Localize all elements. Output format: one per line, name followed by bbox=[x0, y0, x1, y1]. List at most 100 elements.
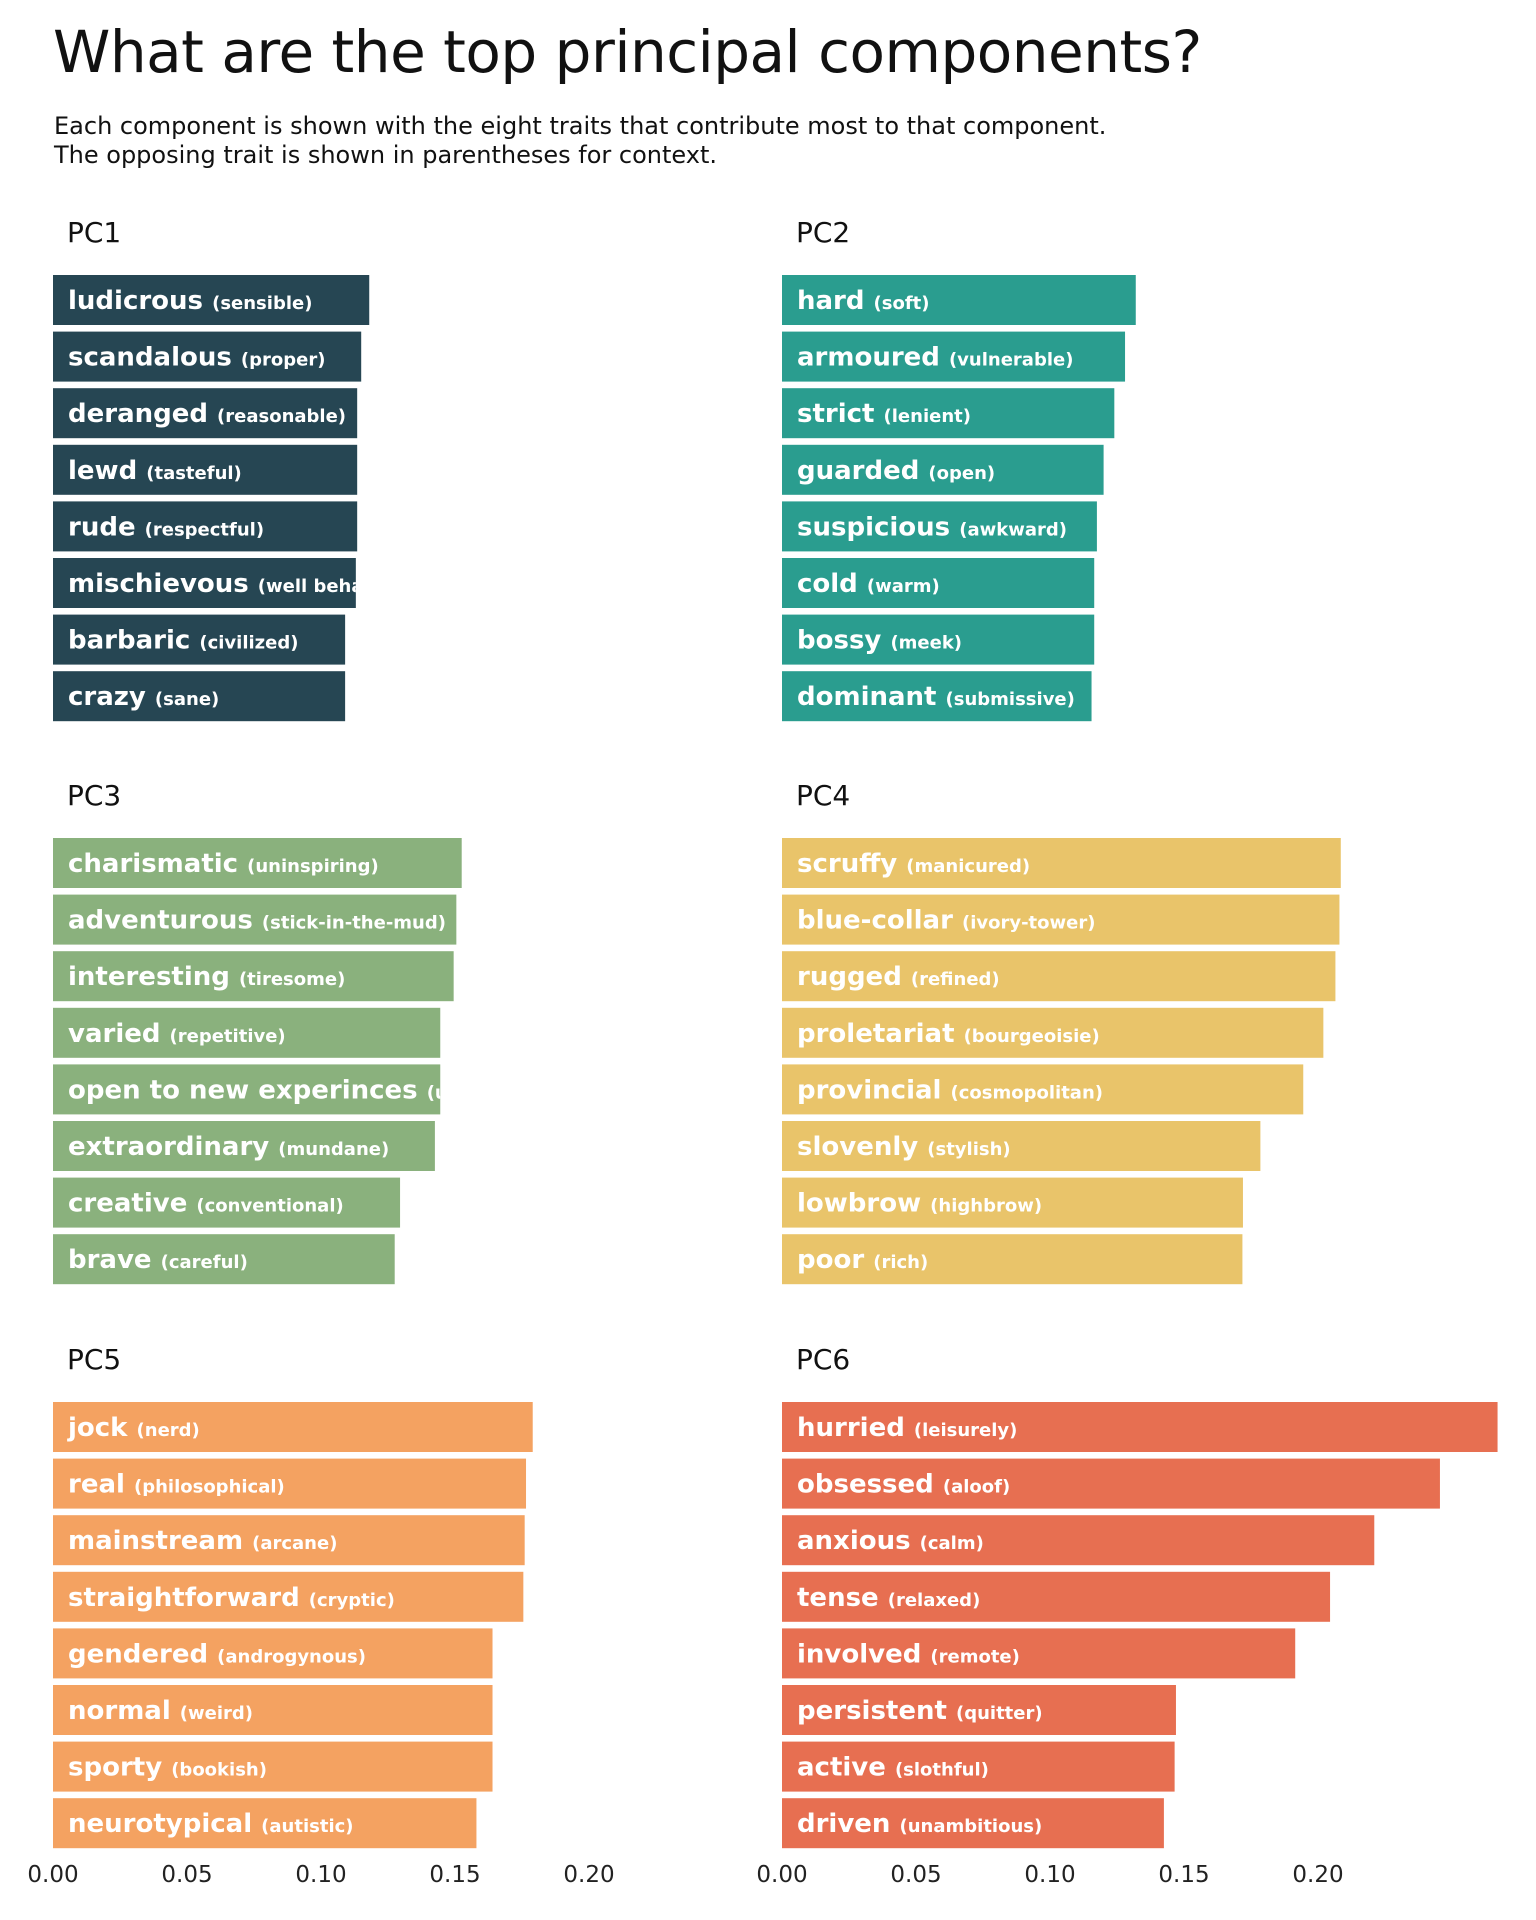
bar-label: driven (unambitious) bbox=[797, 1809, 1042, 1839]
bar-group: brave (careful) bbox=[53, 1234, 395, 1285]
trait-name: varied bbox=[68, 1019, 170, 1049]
opposite-trait: (arcane) bbox=[252, 1533, 337, 1554]
bar-group: scandalous (proper) bbox=[53, 331, 362, 382]
bar-label: proletariat (bourgeoisie) bbox=[797, 1019, 1100, 1049]
bar-group: mainstream (arcane) bbox=[53, 1515, 525, 1566]
bar bbox=[53, 501, 358, 552]
opposite-trait: (manicured) bbox=[906, 856, 1030, 877]
opposite-trait: (androgynous) bbox=[217, 1646, 366, 1667]
bar bbox=[53, 275, 370, 325]
trait-name: mischievous bbox=[68, 569, 258, 599]
bar-label: bossy (meek) bbox=[797, 626, 962, 656]
trait-name: scandalous bbox=[68, 343, 241, 373]
panel-pc2: PC2 hard (soft) armoured (vulnerable) stric… bbox=[782, 216, 1136, 722]
opposite-trait: (sensible) bbox=[212, 293, 312, 314]
panel-title: PC5 bbox=[67, 1343, 121, 1376]
x-tick-label: 0.00 bbox=[27, 1862, 78, 1888]
bar-group: rugged (refined) bbox=[782, 951, 1336, 1002]
trait-name: obsessed bbox=[797, 1470, 943, 1500]
opposite-trait: (cryptic) bbox=[309, 1590, 395, 1611]
trait-name: sporty bbox=[68, 1753, 171, 1783]
bar bbox=[53, 558, 356, 608]
opposite-trait: (refined) bbox=[911, 969, 1000, 990]
bar-group: neurotypical (autistic) bbox=[53, 1798, 477, 1849]
bar bbox=[53, 388, 358, 439]
panel-title: PC1 bbox=[67, 216, 121, 249]
bar bbox=[782, 1402, 1498, 1452]
bar bbox=[53, 838, 462, 888]
bar-label: anxious (calm) bbox=[797, 1526, 984, 1556]
trait-name: hard bbox=[797, 286, 874, 316]
bar-group: gendered (androgynous) bbox=[53, 1628, 493, 1679]
bar bbox=[53, 1741, 493, 1792]
opposite-trait: (respectful) bbox=[145, 519, 264, 540]
bar-group: lewd (tasteful) bbox=[53, 444, 358, 495]
bar-group: crazy (sane) bbox=[53, 671, 346, 722]
bar-group: charismatic (uninspiring) bbox=[53, 838, 462, 888]
bar-label: blue-collar (ivory-tower) bbox=[797, 906, 1095, 936]
bar bbox=[53, 614, 346, 665]
bar-group: blue-collar (ivory-tower) bbox=[782, 894, 1340, 945]
bar-group: straightforward (cryptic) bbox=[53, 1571, 524, 1622]
opposite-trait: (autistic) bbox=[261, 1816, 353, 1837]
trait-name: strict bbox=[797, 399, 884, 429]
bar-label: sporty (bookish) bbox=[68, 1753, 267, 1783]
opposite-trait: (calm) bbox=[920, 1533, 984, 1554]
bar-group: barbaric (civilized) bbox=[53, 614, 346, 665]
bar-label: rude (respectful) bbox=[68, 512, 264, 542]
opposite-trait: (weird) bbox=[180, 1703, 253, 1724]
opposite-trait: (philosophical) bbox=[134, 1477, 285, 1498]
trait-name: brave bbox=[68, 1245, 161, 1275]
opposite-trait: (stylish) bbox=[927, 1139, 1010, 1160]
bar-group: strict (lenient) bbox=[782, 388, 1115, 439]
bar bbox=[782, 1234, 1243, 1285]
bar bbox=[782, 331, 1126, 382]
x-tick-label: 0.20 bbox=[563, 1862, 614, 1888]
bar-label: creative (conventional) bbox=[68, 1189, 344, 1219]
bar-label: lewd (tasteful) bbox=[68, 456, 242, 486]
panel-pc4: PC4 scruffy (manicured) blue-collar (ivory… bbox=[782, 779, 1341, 1285]
bar-label: adventurous (stick-in-the-mud) bbox=[68, 906, 446, 936]
opposite-trait: (conventional) bbox=[196, 1196, 343, 1217]
opposite-trait: (civilized) bbox=[199, 633, 298, 654]
bar-label: neurotypical (autistic) bbox=[68, 1809, 354, 1839]
trait-name: adventurous bbox=[68, 906, 262, 936]
bar-group: armoured (vulnerable) bbox=[782, 331, 1126, 382]
opposite-trait: (uncreative) bbox=[427, 1082, 552, 1103]
bar-label: varied (repetitive) bbox=[68, 1019, 286, 1049]
trait-name: normal bbox=[68, 1696, 180, 1726]
x-tick-label: 0.05 bbox=[161, 1862, 212, 1888]
bar-group: deranged (reasonable) bbox=[53, 388, 358, 439]
x-tick-label: 0.05 bbox=[890, 1862, 941, 1888]
opposite-trait: (open) bbox=[928, 463, 995, 484]
bar-group: active (slothful) bbox=[782, 1741, 1175, 1792]
opposite-trait: (warm) bbox=[867, 576, 940, 597]
bar-label: gendered (androgynous) bbox=[68, 1639, 366, 1669]
bar-label: scandalous (proper) bbox=[68, 343, 325, 373]
bar-label: persistent (quitter) bbox=[797, 1696, 1043, 1726]
bar-group: sporty (bookish) bbox=[53, 1741, 493, 1792]
trait-name: extraordinary bbox=[68, 1132, 278, 1162]
bar bbox=[782, 444, 1104, 495]
page-subtitle: Each component is shown with the eight t… bbox=[54, 112, 1106, 170]
bar-group: proletariat (bourgeoisie) bbox=[782, 1007, 1324, 1058]
bar-group: obsessed (aloof) bbox=[782, 1458, 1440, 1509]
panel-pc1: PC1 ludicrous (sensible) scandalous (prope… bbox=[53, 216, 370, 722]
opposite-trait: (slothful) bbox=[895, 1760, 989, 1781]
bar bbox=[782, 388, 1115, 439]
trait-name: cold bbox=[797, 569, 867, 599]
bar bbox=[782, 1741, 1175, 1792]
bar-label: guarded (open) bbox=[797, 456, 995, 486]
bar bbox=[782, 1798, 1164, 1849]
trait-name: tense bbox=[797, 1583, 888, 1613]
trait-name: creative bbox=[68, 1189, 196, 1219]
bar-group: open to new experinces (uncreative) bbox=[53, 1064, 552, 1115]
opposite-trait: (uninspiring) bbox=[247, 856, 379, 877]
bar bbox=[782, 894, 1340, 945]
bar-label: obsessed (aloof) bbox=[797, 1470, 1010, 1500]
bar bbox=[53, 1798, 477, 1849]
trait-name: neurotypical bbox=[68, 1809, 261, 1839]
bar-group: creative (conventional) bbox=[53, 1177, 401, 1228]
bar bbox=[782, 1121, 1261, 1171]
